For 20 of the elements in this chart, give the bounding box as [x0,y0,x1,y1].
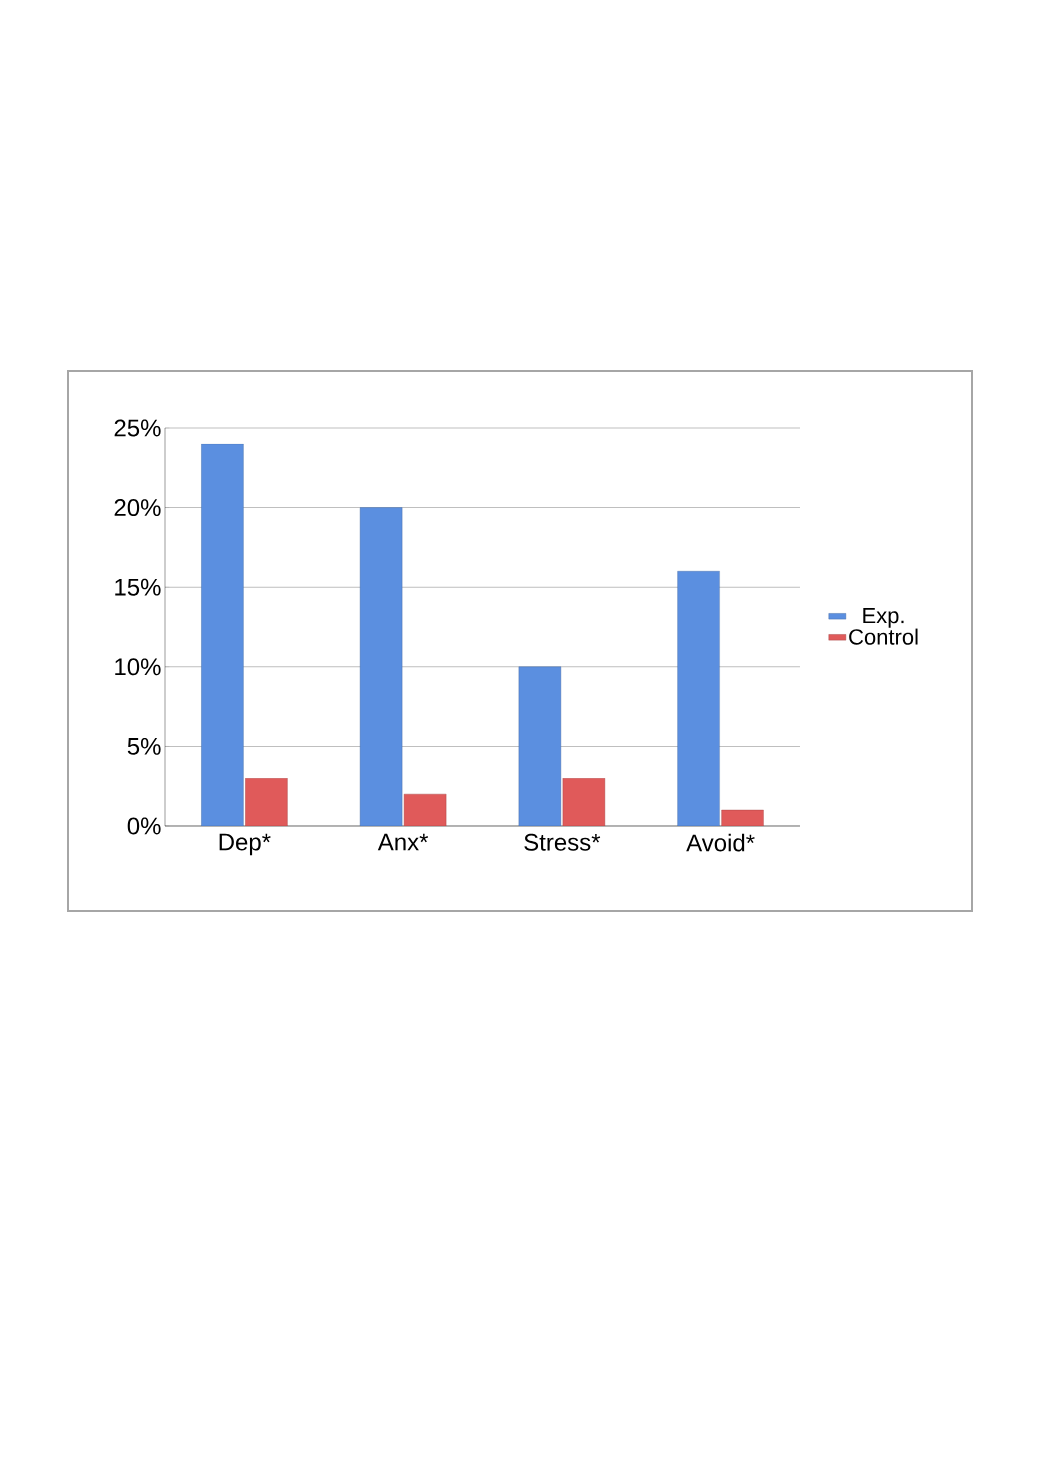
bar [359,507,403,826]
y-tick-label: 10% [115,658,161,676]
legend-label: Control [849,628,918,645]
bar [245,778,288,826]
y-tick-label: 5% [127,737,161,755]
bar [721,809,764,826]
x-tick-label: Avoid* [686,833,755,852]
legend-label: Exp. [863,607,904,628]
y-tick-label: 25% [114,419,161,437]
x-tick-label: Dep* [219,833,271,856]
bar [403,793,447,826]
bar [562,778,606,826]
y-tick-label: 15% [115,578,161,596]
x-tick-label: Stress* [524,833,601,851]
bar [518,666,562,826]
y-tick-label: 20% [114,499,161,517]
bar [201,443,244,826]
bar [677,571,720,826]
y-tick-label: 0% [127,817,161,835]
x-tick-label: Anx* [377,833,429,851]
